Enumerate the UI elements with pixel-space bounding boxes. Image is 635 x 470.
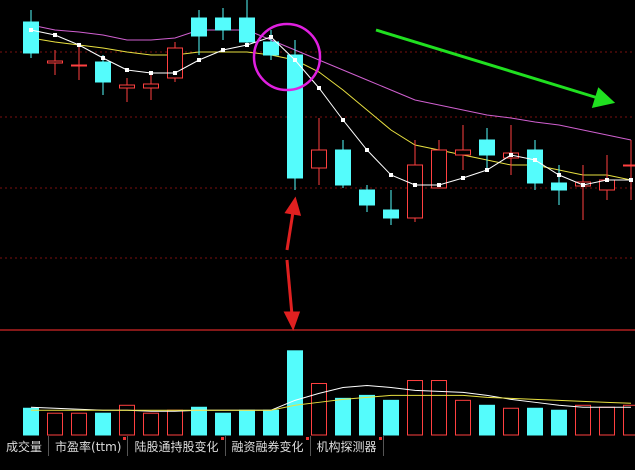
tab[interactable]: 市盈率(ttm) (49, 436, 129, 456)
candle-body (143, 83, 159, 89)
candle-body (215, 17, 231, 31)
ma-point (77, 43, 81, 47)
red-arrows (283, 196, 302, 331)
ma-point (245, 43, 249, 47)
candle-body (335, 149, 351, 186)
volume-bar (551, 409, 567, 436)
green-arrow (375, 28, 616, 109)
volume-bar (479, 404, 495, 436)
ma-point (317, 86, 321, 90)
ma-point (437, 183, 441, 187)
tab-dot (378, 437, 382, 440)
volume-bar (335, 397, 351, 436)
candle-body (479, 139, 495, 156)
candle-body (455, 149, 471, 156)
volume-bar (575, 404, 591, 436)
volume-bar (263, 409, 279, 436)
volume-bar (167, 409, 183, 436)
volume-bar (623, 404, 635, 436)
ma-point (629, 178, 633, 182)
ma-line (31, 394, 632, 411)
highlight-circle (252, 22, 322, 92)
tab-label: 陆股通持股变化 (134, 440, 219, 454)
volume-bar (47, 412, 63, 436)
tab-dot (305, 437, 309, 440)
volume-bar (359, 394, 375, 436)
candle-body (71, 64, 87, 67)
ma-point (269, 35, 273, 39)
volume-bar (431, 380, 447, 436)
candle-body (119, 84, 135, 89)
candle-body (311, 149, 327, 169)
tab[interactable]: 成交量 (0, 436, 50, 456)
ma-point (485, 168, 489, 172)
ma-point (125, 68, 129, 72)
candle-body (383, 209, 399, 219)
volume-bar (503, 407, 519, 436)
volume-bar (527, 407, 543, 436)
candle-body (623, 164, 635, 167)
ma-point (221, 48, 225, 52)
volume-bar (455, 399, 471, 436)
candle-body (263, 41, 279, 56)
volume-bar (311, 382, 327, 436)
candle-body (551, 182, 567, 191)
volume-bar (239, 409, 255, 436)
candle-body (191, 17, 207, 37)
tab-label: 融资融券变化 (231, 440, 304, 454)
ma-point (29, 28, 33, 32)
volume-bar (383, 399, 399, 436)
plot (23, 0, 635, 436)
candle-body (239, 17, 255, 43)
grid (0, 51, 635, 259)
ma-point (581, 183, 585, 187)
candle-body (95, 61, 111, 83)
volume-bar (23, 407, 39, 436)
volume-bar (215, 412, 231, 436)
volume-bar (143, 412, 159, 436)
ma-point (413, 183, 417, 187)
tab[interactable]: 融资融券变化 (226, 436, 311, 456)
tab-label: 机构探测器 (316, 440, 377, 454)
volume-bar (287, 350, 303, 436)
candle-body (407, 164, 423, 219)
volume-bar (71, 412, 87, 436)
ma-point (365, 148, 369, 152)
ma-point (341, 118, 345, 122)
candle-body (47, 60, 63, 64)
candle-body (527, 149, 543, 184)
tab-label: 成交量 (6, 440, 43, 454)
ma-point (557, 173, 561, 177)
chart (0, 0, 635, 436)
tab[interactable]: 陆股通持股变化 (128, 436, 226, 456)
ma-point (149, 71, 153, 75)
volume-bar (407, 380, 423, 436)
ma-point (197, 58, 201, 62)
ma-line (30, 24, 632, 141)
ma-point (389, 173, 393, 177)
ma-line (30, 29, 631, 186)
tab-label: 市盈率(ttm) (55, 440, 122, 454)
candle-body (287, 54, 303, 179)
tab-dot (220, 437, 224, 440)
ma-point (101, 56, 105, 60)
ma-point (509, 153, 513, 157)
ma-point (533, 158, 537, 162)
tab-bar: 成交量 市盈率(ttm) 陆股通持股变化 融资融券变化 机构探测器 (0, 436, 635, 456)
volume-bar (191, 406, 207, 436)
volume-bar (119, 404, 135, 436)
ma-point (173, 71, 177, 75)
ma-point (293, 58, 297, 62)
ma-point (461, 176, 465, 180)
tab[interactable]: 机构探测器 (311, 436, 384, 456)
candle-body (431, 149, 447, 189)
candle-body (23, 21, 39, 54)
ma-point (605, 178, 609, 182)
candle-body (359, 189, 375, 206)
tab-dot (123, 437, 127, 440)
ma-point (53, 33, 57, 37)
volume-bar (599, 406, 615, 436)
volume-bar (95, 412, 111, 436)
